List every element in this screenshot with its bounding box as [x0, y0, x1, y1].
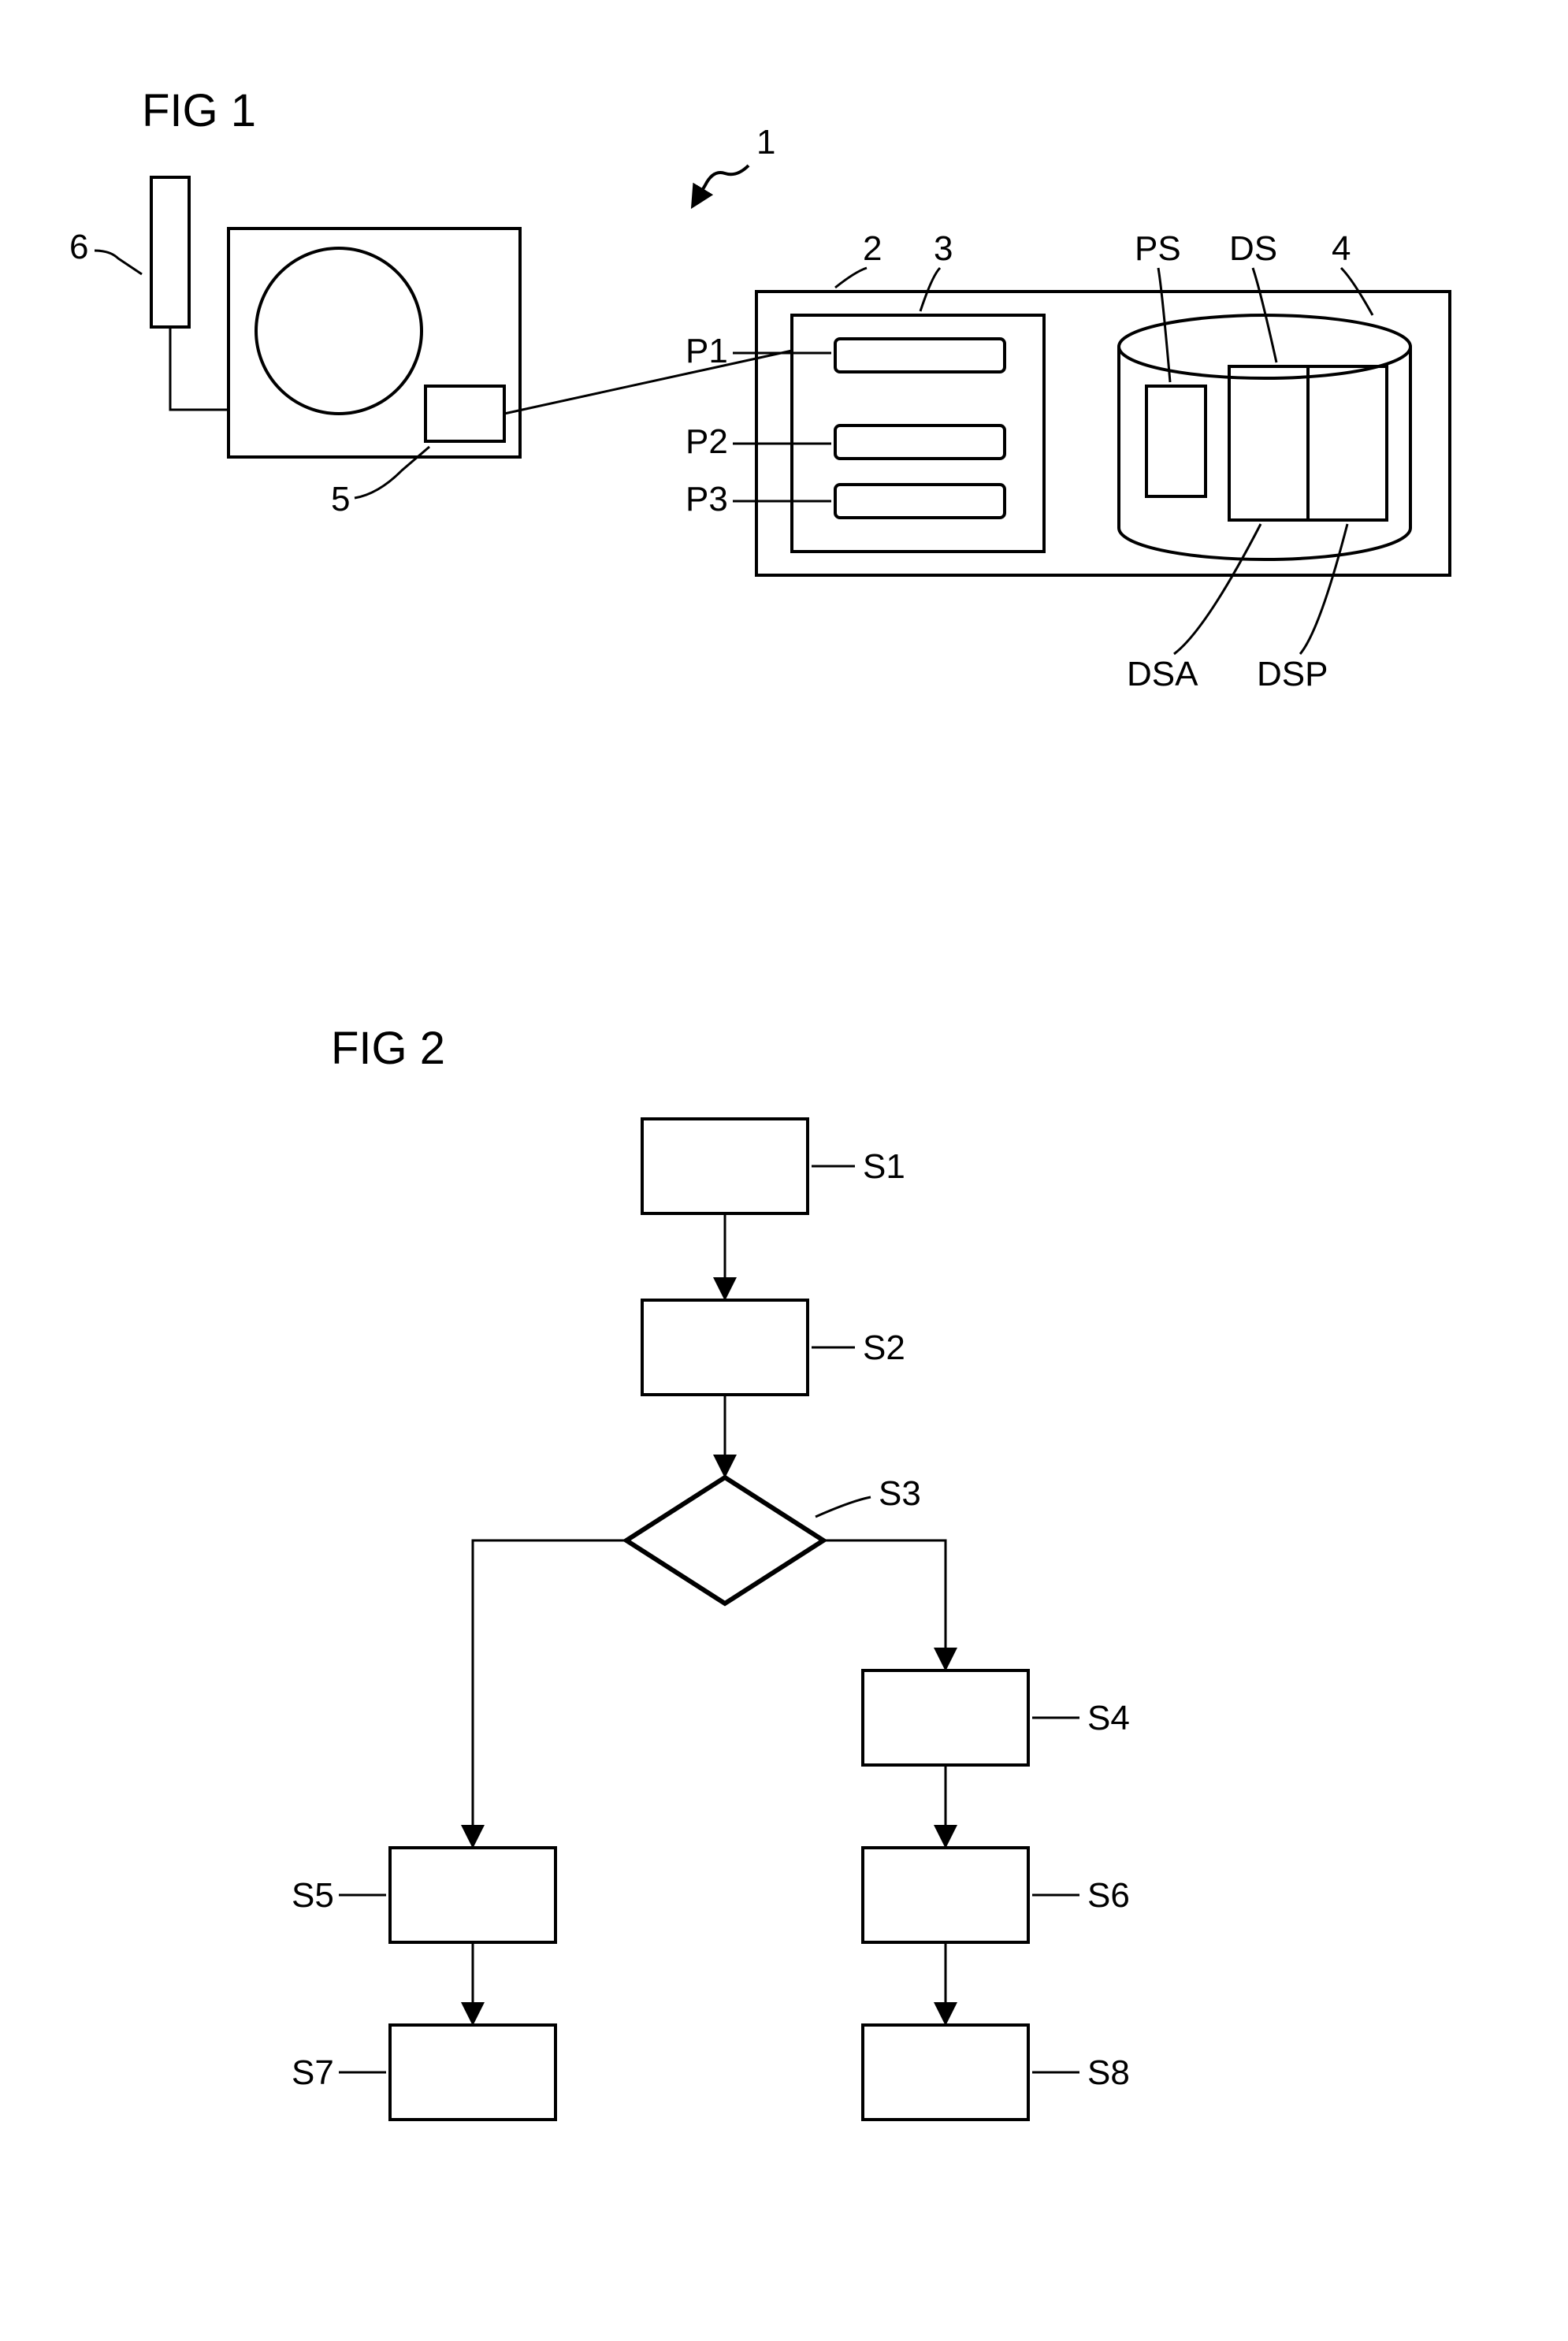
label-s4-text: S4 [1087, 1699, 1130, 1737]
rect-6 [151, 177, 189, 327]
label-s7-text: S7 [292, 2053, 334, 2092]
fig2-title: FIG 2 [331, 1023, 445, 1074]
label-s2: S2 [812, 1328, 905, 1367]
label-2-text: 2 [863, 229, 882, 268]
fig1-group: FIG 1 1 6 5 [69, 85, 1450, 693]
machine-body [229, 229, 520, 457]
label-s1: S1 [812, 1147, 905, 1186]
leader-dsa [1174, 524, 1261, 654]
db-bottom [1119, 528, 1410, 559]
label-ds-text: DS [1229, 229, 1277, 268]
p1-slot [835, 339, 1005, 372]
label-p3: P3 [686, 480, 831, 518]
s1-box [642, 1119, 808, 1213]
label-p2: P2 [686, 422, 831, 461]
label-6: 6 [69, 228, 142, 274]
label-s1-text: S1 [863, 1147, 905, 1186]
label-3-text: 3 [934, 229, 953, 268]
label-s4: S4 [1032, 1699, 1130, 1737]
db-top [1119, 315, 1410, 378]
ps-block [1146, 386, 1206, 496]
label-s8-text: S8 [1087, 2053, 1130, 2092]
fig1-title: FIG 1 [142, 85, 256, 136]
label-p2-text: P2 [686, 422, 728, 461]
leader-6 [95, 251, 142, 274]
label-1-text: 1 [756, 123, 775, 162]
arrow-s3-s5 [473, 1540, 626, 1844]
wire-6-to-machine [170, 327, 229, 410]
label-ps-text: PS [1135, 229, 1181, 268]
label-ps: PS [1135, 229, 1181, 382]
arrow-s3-s4 [823, 1540, 946, 1667]
s4-box [863, 1670, 1028, 1765]
database [1119, 315, 1410, 559]
leader-2 [835, 268, 867, 288]
s7-box [390, 2025, 555, 2120]
label-dsp: DSP [1257, 524, 1347, 693]
label-4-text: 4 [1332, 229, 1351, 268]
label-4: 4 [1332, 229, 1373, 315]
label-s2-text: S2 [863, 1328, 905, 1367]
machine-aperture [256, 248, 422, 414]
leader-3 [920, 268, 940, 311]
label-ds: DS [1229, 229, 1277, 362]
leader-s3 [816, 1497, 871, 1517]
label-dsa: DSA [1127, 524, 1261, 693]
diagram-canvas: FIG 1 1 6 5 [0, 0, 1568, 2337]
label-p1: P1 [686, 332, 831, 370]
machine [229, 229, 520, 457]
fig2-group: FIG 2 S1 S2 S3 S4 [292, 1023, 1130, 2120]
label-s5-text: S5 [292, 1876, 334, 1915]
label-6-text: 6 [69, 228, 88, 266]
label-dsa-text: DSA [1127, 655, 1198, 693]
label-s8: S8 [1032, 2053, 1130, 2092]
label-s7: S7 [292, 2053, 386, 2092]
leader-5 [355, 447, 429, 498]
s3-diamond [626, 1477, 823, 1603]
squiggle-arrow-1 [693, 165, 749, 205]
p2-slot [835, 425, 1005, 459]
label-dsp-text: DSP [1257, 655, 1328, 693]
s5-box [390, 1848, 555, 1942]
label-1: 1 [693, 123, 775, 205]
label-2: 2 [835, 229, 882, 288]
label-s5: S5 [292, 1876, 386, 1915]
label-5-text: 5 [331, 480, 350, 518]
label-s6: S6 [1032, 1876, 1130, 1915]
s8-box [863, 2025, 1028, 2120]
leader-dsp [1300, 524, 1347, 654]
machine-port [425, 386, 504, 441]
wire-machine-to-controller [504, 351, 792, 414]
label-s3-text: S3 [879, 1474, 921, 1513]
label-p3-text: P3 [686, 480, 728, 518]
s6-box [863, 1848, 1028, 1942]
label-3: 3 [920, 229, 953, 311]
label-s3: S3 [816, 1474, 921, 1517]
s2-box [642, 1300, 808, 1395]
label-s6-text: S6 [1087, 1876, 1130, 1915]
label-p1-text: P1 [686, 332, 728, 370]
p3-slot [835, 485, 1005, 518]
